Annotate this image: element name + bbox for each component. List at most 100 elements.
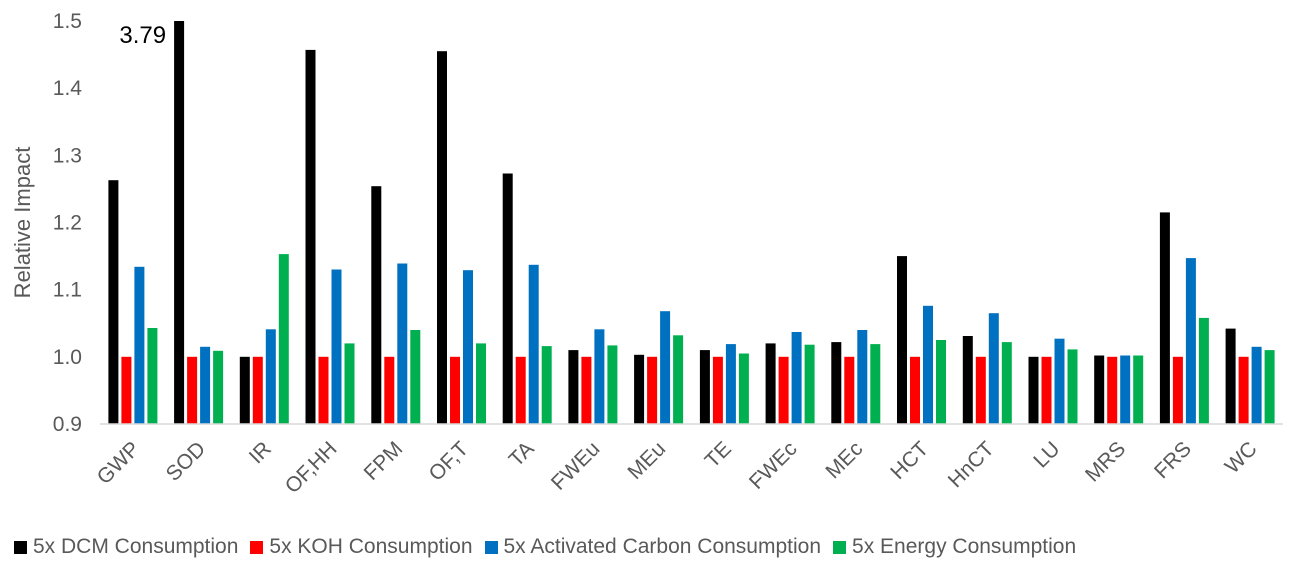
bar-5x-activated-carbon-consumption-te (725, 344, 736, 424)
legend-swatch (250, 540, 264, 554)
legend-label: 5x Energy Consumption (852, 535, 1077, 558)
x-axis-ticks: GWP SOD IR OF,HH FPM OF,T TA FWEu MEu TE FWEc MEc HC… (93, 437, 1262, 498)
bar-5x-koh-consumption-wc (1238, 356, 1249, 424)
bar-5x-energy-consumption-sod (213, 350, 224, 424)
x-tick-label: OF,HH (281, 437, 342, 498)
bar-5x-activated-carbon-consumption-wc (1251, 346, 1262, 424)
bar-5x-dcm-consumption-mec (831, 342, 842, 424)
bar-5x-energy-consumption-hct (936, 340, 946, 424)
bar-5x-koh-consumption-mec (844, 356, 855, 424)
bar-5x-activated-carbon-consumption-of-t (463, 270, 473, 424)
x-tick-label: FPM (360, 437, 408, 485)
bar-5x-koh-consumption-mrs (1107, 356, 1118, 424)
bar-5x-energy-consumption-fweu (607, 345, 618, 424)
bar-5x-energy-consumption-of-hh (344, 343, 355, 424)
bar-5x-energy-consumption-of-t (476, 343, 486, 424)
x-tick-label: TE (701, 437, 736, 472)
bar-5x-dcm-consumption-gwp (108, 180, 119, 424)
bar-5x-energy-consumption-hnct (1001, 342, 1012, 424)
bar-5x-energy-consumption-ir (278, 254, 289, 424)
legend-item: 5x Activated Carbon Consumption (484, 535, 822, 559)
bar-5x-activated-carbon-consumption-of-hh (331, 269, 342, 424)
bar-5x-koh-consumption-fwec (778, 356, 789, 424)
bar-5x-energy-consumption-mrs (1133, 355, 1144, 424)
bar-5x-energy-consumption-te (738, 353, 749, 424)
legend-swatch (484, 540, 498, 554)
bar-5x-activated-carbon-consumption-meu (660, 311, 671, 424)
x-tick-label: WC (1221, 437, 1262, 478)
bar-chart: 0.9 1.0 1.1 1.2 1.3 1.4 1.5 GWP SOD IR OF,HH FPM OF… (10, 10, 1283, 498)
bar-5x-koh-consumption-te (712, 356, 723, 424)
annotation-label: 3.79 (119, 22, 166, 49)
bar-5x-dcm-consumption-of-hh (305, 49, 316, 425)
y-tick-label: 1.0 (53, 346, 82, 369)
bar-5x-energy-consumption-frs (1198, 317, 1209, 424)
bar-5x-koh-consumption-sod (187, 356, 198, 424)
bar-5x-koh-consumption-ta (515, 356, 526, 424)
legend-swatch (833, 540, 847, 554)
bar-5x-dcm-consumption-sod (174, 21, 185, 424)
bar-5x-activated-carbon-consumption-fweu (594, 329, 605, 424)
bar-5x-koh-consumption-hnct (975, 356, 986, 424)
bar-5x-koh-consumption-meu (647, 356, 658, 424)
bar-5x-koh-consumption-gwp (121, 356, 132, 424)
y-axis-title: Relative Impact (10, 147, 35, 299)
bar-5x-dcm-consumption-hct (897, 256, 907, 424)
x-tick-label: FRS (1150, 437, 1196, 483)
y-axis-ticks: 0.9 1.0 1.1 1.2 1.3 1.4 1.5 (53, 10, 83, 436)
bar-5x-activated-carbon-consumption-mec (857, 330, 868, 424)
bar-5x-energy-consumption-fpm (410, 330, 421, 424)
bar-5x-activated-carbon-consumption-hnct (988, 313, 999, 424)
y-tick-label: 1.1 (53, 279, 82, 302)
bar-5x-dcm-consumption-wc (1225, 328, 1236, 424)
x-tick-label: TA (505, 437, 539, 471)
bar-5x-dcm-consumption-fweu (568, 350, 579, 424)
bar-5x-activated-carbon-consumption-fwec (791, 332, 802, 424)
x-tick-label: HCT (886, 437, 933, 484)
bar-5x-dcm-consumption-frs (1159, 212, 1170, 424)
bar-5x-activated-carbon-consumption-sod (200, 346, 211, 424)
bar-5x-energy-consumption-wc (1264, 350, 1275, 424)
legend-item: 5x DCM Consumption (14, 535, 238, 559)
bar-5x-activated-carbon-consumption-frs (1185, 258, 1196, 424)
bar-5x-activated-carbon-consumption-ta (528, 264, 539, 424)
bar-5x-activated-carbon-consumption-hct (923, 305, 933, 424)
legend-item: 5x Energy Consumption (833, 535, 1076, 559)
x-tick-label: SOD (162, 437, 210, 485)
x-tick-label: GWP (93, 437, 145, 489)
x-tick-label: HnCT (944, 437, 999, 492)
legend-label: 5x KOH Consumption (269, 535, 473, 558)
bar-5x-energy-consumption-mec (870, 344, 881, 424)
bar-5x-activated-carbon-consumption-mrs (1120, 355, 1131, 424)
bar-5x-koh-consumption-frs (1172, 356, 1183, 424)
bar-5x-koh-consumption-of-t (450, 356, 460, 424)
x-tick-label: FWEc (745, 437, 802, 494)
y-tick-label: 1.4 (53, 77, 83, 100)
bar-5x-dcm-consumption-fpm (371, 186, 382, 424)
bar-5x-activated-carbon-consumption-fpm (397, 263, 408, 424)
bar-5x-dcm-consumption-of-t (437, 51, 447, 424)
annotations: 3.79 (119, 22, 166, 49)
bar-5x-activated-carbon-consumption-ir (265, 329, 276, 424)
bar-5x-energy-consumption-lu (1067, 349, 1078, 424)
bar-5x-koh-consumption-fweu (581, 356, 592, 424)
bar-5x-dcm-consumption-hnct (962, 336, 973, 424)
bar-5x-koh-consumption-of-hh (318, 356, 329, 424)
x-tick-label: MRS (1081, 437, 1130, 486)
x-tick-label: FWEu (547, 437, 605, 495)
y-tick-label: 0.9 (53, 413, 82, 436)
legend-label: 5x Activated Carbon Consumption (503, 535, 822, 558)
legend: 5x DCM Consumption 5x KOH Consumption 5x A… (14, 535, 1088, 559)
x-tick-label: IR (245, 437, 276, 468)
bar-5x-activated-carbon-consumption-lu (1054, 338, 1065, 424)
y-tick-label: 1.5 (53, 10, 82, 33)
bar-5x-koh-consumption-ir (252, 356, 263, 424)
x-tick-label: MEu (623, 437, 670, 484)
y-tick-label: 1.3 (53, 144, 82, 167)
bar-5x-koh-consumption-lu (1041, 356, 1052, 424)
legend-label: 5x DCM Consumption (33, 535, 239, 558)
bar-5x-dcm-consumption-fwec (765, 343, 776, 424)
bar-5x-energy-consumption-gwp (147, 328, 158, 424)
bar-5x-koh-consumption-hct (910, 356, 920, 424)
legend-item: 5x KOH Consumption (250, 535, 473, 559)
